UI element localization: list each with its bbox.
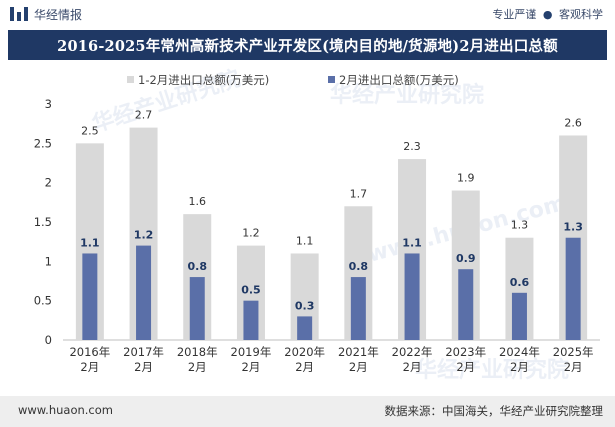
chart-title: 2016-2025年常州高新技术产业开发区(境内目的地/货源地)2月进出口总额 <box>57 37 558 55</box>
title-bar: 2016-2025年常州高新技术产业开发区(境内目的地/货源地)2月进出口总额 <box>8 30 607 60</box>
footer-site: www.huaon.com <box>18 403 113 417</box>
data-label-total: 2.6 <box>564 116 582 129</box>
bar-month <box>189 277 205 340</box>
x-tick-label: 2017年 <box>123 345 164 359</box>
data-label-total: 1.6 <box>189 195 207 208</box>
x-tick-label: 2023年 <box>445 345 486 359</box>
y-tick-label: 3 <box>45 97 52 111</box>
x-tick-label: 2018年 <box>177 345 218 359</box>
data-label-month: 0.8 <box>349 260 369 273</box>
brand-name: 华经情报 <box>34 7 83 22</box>
legend-swatch-total <box>127 76 134 83</box>
y-tick-label: 2 <box>45 176 52 190</box>
watermark-text: 华经产业研究院 <box>330 82 484 108</box>
brand: 华经情报 <box>10 4 82 24</box>
legend-swatch-month <box>328 76 335 83</box>
x-tick-label: 2月 <box>349 360 368 374</box>
x-tick-label: 2016年 <box>69 345 110 359</box>
x-tick-label: 2022年 <box>392 345 433 359</box>
bar-chart: 华经产业研究院华经产业研究院www.huaon.com华经产业研究院1-2月进出… <box>34 65 600 383</box>
data-label-month: 1.3 <box>563 221 583 234</box>
data-label-total: 1.1 <box>296 234 314 247</box>
footer-source: 数据来源：中国海关，华经产业研究院整理 <box>384 404 604 418</box>
x-tick-label: 2月 <box>564 360 583 374</box>
legend-label-month: 2月进出口总额(万美元) <box>339 73 459 87</box>
x-tick-label: 2020年 <box>284 345 325 359</box>
y-tick-label: 0 <box>45 333 52 347</box>
bar-month <box>136 245 152 340</box>
footer: www.huaon.com 数据来源：中国海关，华经产业研究院整理 <box>0 396 615 427</box>
slogan: 专业严谨 ● 客观科学 <box>492 6 603 22</box>
data-label-total: 2.3 <box>403 140 421 153</box>
y-tick-label: 1.5 <box>34 215 52 229</box>
bar-month <box>458 269 474 340</box>
slogan-left: 专业严谨 <box>492 8 537 21</box>
x-tick-label: 2025年 <box>553 345 594 359</box>
y-tick-label: 0.5 <box>34 294 52 308</box>
data-label-month: 0.9 <box>456 252 476 265</box>
x-tick-label: 2月 <box>403 360 422 374</box>
data-label-month: 1.2 <box>134 229 154 242</box>
x-tick-label: 2024年 <box>499 345 540 359</box>
bar-month <box>350 277 366 340</box>
bar-month <box>243 300 259 340</box>
data-label-month: 0.8 <box>188 260 208 273</box>
bullet-dot-icon: ● <box>542 8 553 21</box>
x-tick-label: 2月 <box>80 360 99 374</box>
bar-month <box>565 237 581 340</box>
data-label-total: 1.9 <box>457 172 475 185</box>
watermark-text: 华经产业研究院 <box>415 357 569 383</box>
x-tick-label: 2月 <box>295 360 314 374</box>
data-label-month: 0.5 <box>241 284 261 297</box>
data-label-total: 1.7 <box>350 187 368 200</box>
x-tick-label: 2021年 <box>338 345 379 359</box>
top-bar: 华经情报 专业严谨 ● 客观科学 <box>0 0 615 28</box>
data-label-total: 2.5 <box>81 124 99 137</box>
y-tick-label: 2.5 <box>34 136 52 150</box>
x-tick-label: 2019年 <box>231 345 272 359</box>
data-label-month: 0.3 <box>295 299 315 312</box>
x-tick-label: 2月 <box>456 360 475 374</box>
x-tick-label: 2月 <box>188 360 207 374</box>
bar-month <box>297 316 313 340</box>
data-label-total: 2.7 <box>135 109 153 122</box>
data-label-month: 1.1 <box>80 236 100 249</box>
bar-month <box>511 292 527 340</box>
data-label-total: 1.2 <box>242 227 260 240</box>
data-label-total: 1.3 <box>511 219 529 232</box>
bar-logo-icon <box>10 7 28 21</box>
data-label-month: 0.6 <box>510 276 530 289</box>
slogan-right: 客观科学 <box>559 8 603 21</box>
legend-label-total: 1-2月进出口总额(万美元) <box>138 73 269 87</box>
x-tick-label: 2月 <box>134 360 153 374</box>
data-label-month: 1.1 <box>402 236 422 249</box>
bar-month <box>404 253 420 340</box>
x-tick-label: 2月 <box>510 360 529 374</box>
bar-month <box>82 253 98 340</box>
x-tick-label: 2月 <box>242 360 261 374</box>
y-tick-label: 1 <box>45 254 52 268</box>
